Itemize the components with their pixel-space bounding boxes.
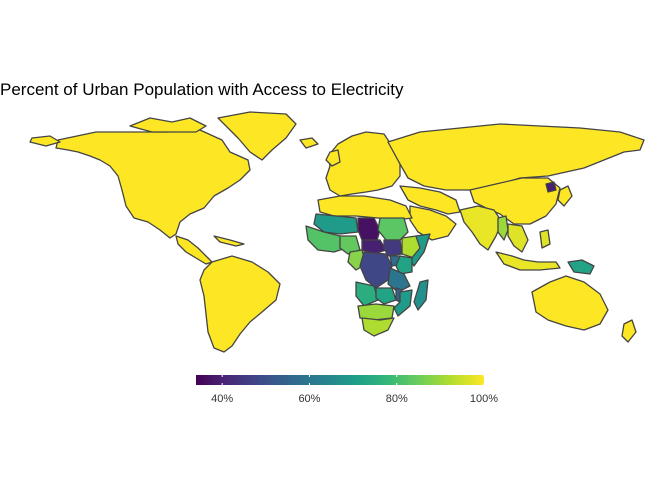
region-australia bbox=[531, 275, 609, 331]
region-uk bbox=[325, 149, 341, 167]
region-caribbean bbox=[213, 235, 245, 247]
legend-tick-label: 60% bbox=[298, 393, 320, 405]
region-somalia bbox=[409, 233, 431, 267]
region-middle-east bbox=[399, 185, 461, 215]
region-kenya bbox=[395, 255, 413, 275]
region-drc bbox=[359, 251, 393, 289]
region-myanmar bbox=[497, 215, 509, 241]
region-arabia bbox=[409, 205, 457, 241]
legend-ticks: 40% 60% 80% 100% bbox=[211, 375, 498, 405]
region-zambia bbox=[375, 287, 397, 305]
region-south-america bbox=[199, 255, 281, 353]
region-south-sudan bbox=[383, 239, 403, 257]
region-philippines bbox=[539, 229, 551, 249]
region-angola bbox=[355, 281, 379, 307]
region-west-africa bbox=[305, 225, 347, 253]
legend-colorbar bbox=[196, 375, 484, 385]
region-indonesia bbox=[495, 251, 561, 271]
region-greenland bbox=[217, 111, 297, 161]
region-png bbox=[567, 259, 595, 275]
region-iceland bbox=[299, 137, 319, 149]
map-title: Percent of Urban Population with Access … bbox=[0, 80, 404, 99]
region-madagascar bbox=[413, 279, 429, 311]
region-sahel bbox=[313, 213, 359, 235]
region-southeast-asia bbox=[507, 223, 529, 253]
region-new-zealand bbox=[621, 319, 637, 343]
region-north-korea bbox=[545, 181, 557, 193]
region-car bbox=[361, 239, 387, 255]
region-russia bbox=[387, 123, 645, 191]
region-central-america bbox=[175, 235, 213, 265]
region-europe bbox=[325, 131, 401, 197]
region-arctic-islands bbox=[129, 117, 207, 133]
region-japan bbox=[557, 185, 573, 207]
region-alaska-peninsula bbox=[29, 135, 61, 147]
legend-tick-label: 100% bbox=[470, 393, 498, 405]
region-tanzania bbox=[387, 267, 411, 293]
region-south-africa bbox=[361, 317, 395, 337]
region-mozambique bbox=[393, 289, 413, 317]
legend-tick-label: 40% bbox=[211, 393, 233, 405]
legend-tick-label: 80% bbox=[386, 393, 408, 405]
region-south-asia bbox=[459, 205, 503, 251]
region-north-america bbox=[55, 129, 251, 239]
